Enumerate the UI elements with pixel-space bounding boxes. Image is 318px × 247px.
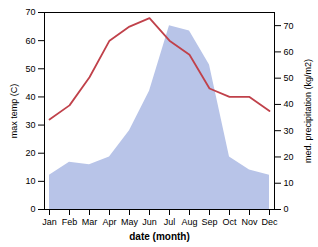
svg-text:Oct: Oct — [222, 217, 237, 227]
svg-text:40: 40 — [25, 92, 35, 102]
svg-text:70: 70 — [284, 21, 294, 31]
svg-text:May: May — [121, 217, 139, 227]
svg-text:0: 0 — [284, 204, 289, 214]
svg-text:0: 0 — [30, 204, 35, 214]
svg-text:Feb: Feb — [62, 217, 78, 227]
svg-text:60: 60 — [284, 47, 294, 57]
svg-text:Aug: Aug — [181, 217, 197, 227]
svg-text:date (month): date (month) — [129, 231, 190, 242]
svg-text:20: 20 — [25, 148, 35, 158]
svg-text:Mar: Mar — [82, 217, 98, 227]
svg-text:20: 20 — [284, 152, 294, 162]
svg-text:10: 10 — [284, 178, 294, 188]
svg-text:30: 30 — [25, 120, 35, 130]
svg-text:70: 70 — [25, 7, 35, 17]
svg-text:med. precipitation (kg/m2): med. precipitation (kg/m2) — [303, 59, 313, 163]
svg-text:Sep: Sep — [201, 217, 217, 227]
svg-text:Nov: Nov — [241, 217, 258, 227]
svg-text:max temp (C): max temp (C) — [9, 84, 19, 139]
svg-text:60: 60 — [25, 36, 35, 46]
svg-text:30: 30 — [284, 126, 294, 136]
svg-text:50: 50 — [284, 73, 294, 83]
svg-text:10: 10 — [25, 176, 35, 186]
svg-text:40: 40 — [284, 99, 294, 109]
svg-text:Jun: Jun — [142, 217, 157, 227]
svg-text:50: 50 — [25, 64, 35, 74]
svg-text:Dec: Dec — [261, 217, 278, 227]
svg-text:Jan: Jan — [42, 217, 57, 227]
svg-text:Apr: Apr — [102, 217, 116, 227]
svg-text:Jul: Jul — [164, 217, 176, 227]
